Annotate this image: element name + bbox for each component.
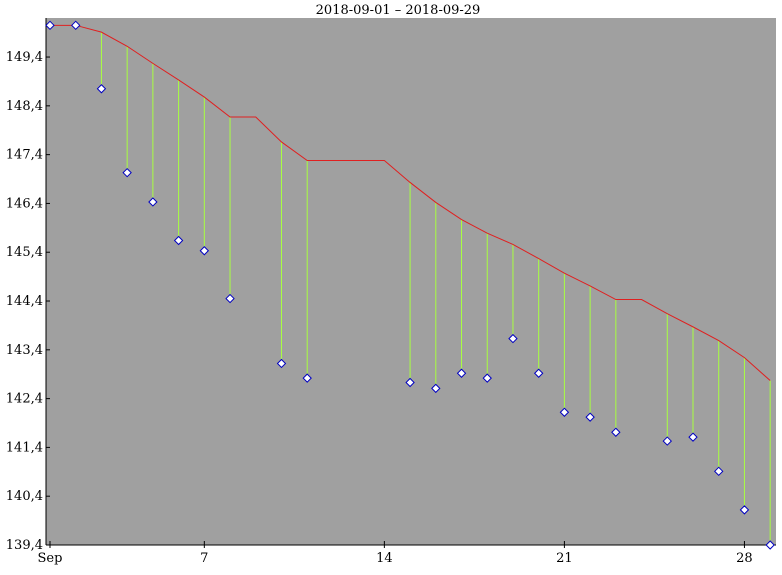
data-point (122, 167, 132, 178)
data-point (225, 293, 235, 304)
data-point (431, 383, 441, 394)
y-tick-label: 143,4 (6, 343, 43, 358)
trend-line (50, 24, 771, 381)
data-point (585, 412, 595, 422)
y-tick-label: 145,4 (6, 245, 43, 260)
data-point (71, 20, 81, 31)
x-tick-label: 7 (200, 551, 208, 566)
y-tick-label: 149,4 (6, 50, 43, 65)
data-point (508, 333, 518, 344)
data-point (765, 540, 775, 550)
x-tick-label: 14 (376, 551, 393, 566)
y-tick-label: 141,4 (6, 440, 43, 455)
data-point (533, 368, 544, 378)
y-tick-label: 148,4 (6, 99, 43, 114)
data-point (45, 20, 55, 31)
data-point (276, 358, 287, 369)
plot-area (46, 18, 776, 545)
data-point (739, 505, 750, 515)
y-tick-label: 142,4 (6, 392, 43, 407)
y-tick-label: 144,4 (6, 294, 43, 309)
data-point (148, 197, 158, 207)
x-tick-label: Sep (38, 551, 63, 566)
data-point (456, 368, 467, 378)
chart-title: 2018-09-01 – 2018-09-29 (316, 3, 481, 18)
y-tick-label: 147,4 (6, 148, 43, 163)
data-point (199, 246, 210, 256)
data-point (559, 407, 570, 417)
x-tick-label: 28 (736, 551, 753, 566)
y-tick-label: 139,4 (6, 538, 43, 553)
data-point (611, 427, 621, 437)
data-point (688, 432, 698, 442)
y-tick-label: 140,4 (6, 489, 43, 504)
data-point (662, 436, 672, 446)
data-point (714, 466, 724, 477)
x-tick-label: 21 (556, 551, 573, 566)
data-point (302, 373, 312, 383)
data-point (96, 84, 107, 94)
data-point (405, 377, 415, 388)
data-point (482, 373, 492, 383)
y-tick-label: 146,4 (6, 196, 43, 211)
data-point (173, 235, 184, 246)
